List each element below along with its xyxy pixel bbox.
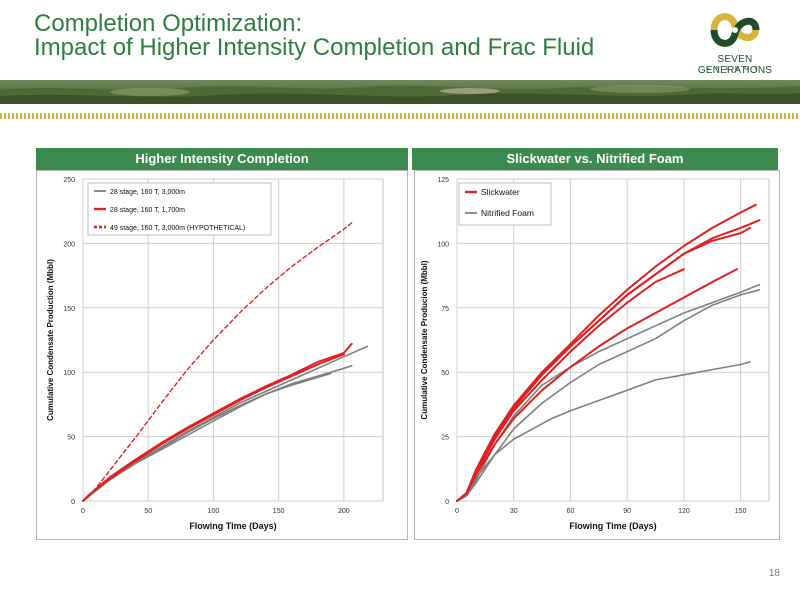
left-chart-series-line [82,342,353,502]
right-panel-header: Slickwater vs. Nitrified Foam [412,148,778,170]
left-chart-x-axis-title: Flowing Time (Days) [189,521,276,531]
left-chart-x-tick-label: 200 [338,508,350,515]
right-chart-x-tick-label: 30 [510,508,518,515]
logo-subtitle: ENERGY [706,66,764,72]
right-chart: 0 25 50 75 100 125 0 30 60 90 120 150 Flowing Time (… [414,170,780,540]
right-chart-legend-box [458,182,552,226]
left-chart-y-tick-label: 250 [63,177,75,184]
left-chart-legend-label: 28 stage, 160 T, 3,000m [110,189,185,196]
logo-name: SEVEN GENERATIONS [697,54,773,76]
right-chart-series-line [456,361,751,502]
right-chart-x-tick-label: 150 [735,508,747,515]
decorative-divider [0,113,800,119]
right-chart-y-tick-label: 25 [441,435,449,442]
slide-title-line1: Completion Optimization: [34,10,303,37]
right-chart-y-tick-label: 125 [437,177,449,184]
right-chart-series-line [456,268,738,502]
left-chart-legend-label: 49 stage, 160 T, 3,000m (HYPOTHETICAL) [110,225,245,232]
left-chart-series-line [82,353,345,502]
right-chart-legend-label: Nitrified Foam [481,208,534,218]
right-chart-x-tick-label: 60 [567,508,575,515]
landscape-banner [0,80,800,104]
right-chart-x-tick-label: 0 [455,508,459,515]
left-chart-svg: 0 50 100 150 200 250 0 50 100 150 200 Flowing Time … [46,177,384,531]
left-chart-y-tick-label: 150 [63,306,75,313]
left-chart-x-tick-label: 150 [273,508,285,515]
right-chart-y-tick-label: 50 [441,370,449,377]
left-chart-x-tick-label: 0 [81,508,85,515]
left-chart-series-line [82,372,332,502]
right-chart-series-line [456,226,752,502]
left-chart: 0 50 100 150 200 250 0 50 100 150 200 Flowing Time … [36,170,408,540]
left-chart-y-axis-title: Cumulative Condensate Production (Mbbl) [46,259,55,421]
right-chart-y-tick-label: 0 [445,499,449,506]
left-chart-y-tick-label: 0 [71,499,75,506]
company-logo: SEVEN GENERATIONS ENERGY [680,6,790,76]
page-number: 18 [768,568,780,579]
left-chart-x-tick-label: 100 [208,508,220,515]
right-chart-svg: 0 25 50 75 100 125 0 30 60 90 120 150 Flowing Time (… [420,177,770,531]
right-chart-x-tick-label: 90 [623,508,631,515]
right-chart-y-axis-title: Cumulative Condensate Producion (Mbbl) [420,260,429,419]
left-chart-x-tick-label: 50 [144,508,152,515]
right-chart-plot-area [456,178,770,502]
left-panel-header: Higher Intensity Completion [36,148,408,170]
right-chart-x-axis-title: Flowing Time (Days) [569,521,656,531]
left-chart-y-tick-label: 200 [63,241,75,248]
right-chart-y-tick-label: 100 [437,241,449,248]
right-chart-y-tick-label: 75 [441,306,449,313]
right-chart-legend-label: Slickwater [481,187,520,197]
right-chart-series-line [456,289,761,502]
left-chart-legend-box [87,182,272,236]
left-chart-y-tick-label: 50 [67,435,75,442]
right-chart-x-tick-label: 120 [678,508,690,515]
left-chart-y-tick-label: 100 [63,370,75,377]
logo-swirl-icon [710,13,760,47]
slide-title: Completion Optimization: Impact of Highe… [34,12,594,60]
slide-title-line2: Impact of Higher Intensity Completion an… [34,34,595,61]
left-chart-legend-label: 28 stage, 160 T, 1,700m [110,207,185,214]
left-chart-series-line [82,222,353,502]
